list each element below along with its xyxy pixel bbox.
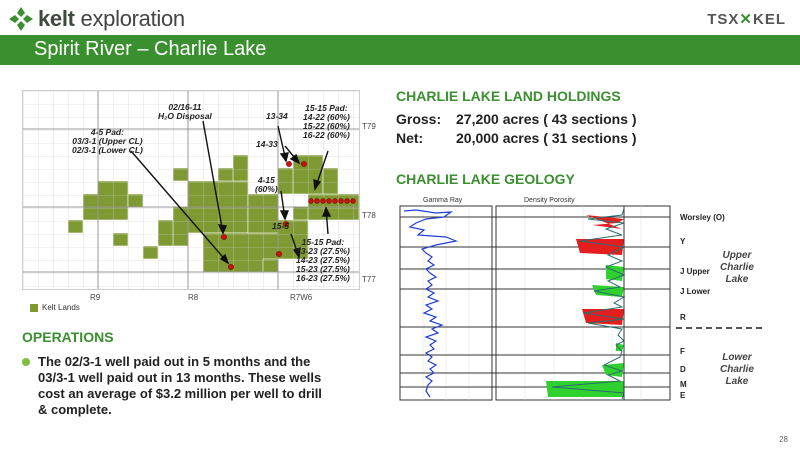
well-locations bbox=[221, 161, 356, 270]
ticker-text: KEL bbox=[753, 11, 786, 28]
lower-charlie-lake-label: Lower Charlie Lake bbox=[720, 352, 754, 387]
bullet-dot bbox=[22, 358, 30, 366]
gamma-ray-curve bbox=[403, 209, 459, 398]
gamma-ray-label: Gamma Ray bbox=[423, 197, 463, 204]
township-label-t77: T77 bbox=[362, 275, 376, 284]
page-title: Spirit River – Charlie Lake bbox=[34, 38, 267, 60]
label-15-15-pad-north: 15-15 Pad: 14-22 (60%) 15-22 (60%) 16-22 (6… bbox=[303, 103, 350, 140]
range-label-r8: R8 bbox=[188, 293, 199, 302]
label-4-5-pad: 4-5 Pad: 03/3-1 (Upper CL) 02/3-1 (Lower C… bbox=[72, 127, 143, 155]
map-legend: Kelt Lands bbox=[30, 303, 80, 312]
group-divider bbox=[676, 327, 762, 329]
zone-d: D bbox=[680, 365, 686, 374]
exchange-text: TSX bbox=[707, 11, 740, 28]
zone-r: R bbox=[680, 313, 686, 322]
logo-bold-text: kelt bbox=[38, 6, 75, 31]
legend-swatch bbox=[30, 303, 38, 312]
exchange-ticker: TSX✕KEL bbox=[707, 11, 786, 28]
gross-label: Gross: bbox=[396, 111, 442, 127]
zone-worsley: Worsley (O) bbox=[680, 213, 725, 222]
township-label-t78: T78 bbox=[362, 211, 376, 220]
holdings-title: CHARLIE LAKE LAND HOLDINGS bbox=[396, 88, 621, 104]
label-13-34: 13-34 bbox=[266, 111, 288, 121]
zone-j-lower: J Lower bbox=[680, 287, 711, 296]
density-porosity-label: Density Porosity bbox=[524, 197, 575, 204]
logo-rest-text: exploration bbox=[74, 6, 186, 31]
land-map-grid bbox=[23, 91, 359, 289]
label-disposal: 02/16-11 H₂O Disposal bbox=[158, 102, 212, 121]
township-label-t79: T79 bbox=[362, 122, 376, 131]
geology-log bbox=[399, 205, 671, 401]
label-15-5: 15-5 bbox=[272, 221, 290, 231]
zone-f: F bbox=[680, 347, 685, 356]
label-15-15-pad-south: 15-15 Pad: 13-23 (27.5%) 14-23 (27.5%) 15-2… bbox=[296, 237, 350, 283]
land-map bbox=[22, 90, 360, 290]
zone-y: Y bbox=[680, 237, 686, 246]
title-bar: Spirit River – Charlie Lake bbox=[0, 35, 800, 65]
zone-e: E bbox=[680, 391, 686, 400]
net-value: 20,000 acres ( 31 sections ) bbox=[456, 130, 637, 146]
range-label-r7w6: R7W6 bbox=[290, 293, 313, 302]
label-4-15: 4-15 (60%) bbox=[255, 175, 278, 194]
operations-title: OPERATIONS bbox=[22, 329, 114, 345]
net-row: Net: 20,000 acres ( 31 sections ) bbox=[396, 130, 637, 146]
range-label-r9: R9 bbox=[90, 293, 101, 302]
kelt-leaf-icon bbox=[9, 7, 33, 31]
net-label: Net: bbox=[396, 130, 424, 146]
density-curve bbox=[551, 208, 626, 400]
zone-j-upper: J Upper bbox=[680, 267, 710, 276]
township-lines bbox=[23, 91, 359, 289]
callout-arrows bbox=[130, 120, 332, 265]
upper-charlie-lake-label: Upper Charlie Lake bbox=[720, 250, 754, 285]
label-14-33: 14-33 bbox=[256, 139, 278, 149]
page-number: 28 bbox=[779, 435, 788, 444]
operations-bullet: The 02/3-1 well paid out in 5 months and… bbox=[38, 354, 322, 417]
gross-value: 27,200 acres ( 43 sections ) bbox=[456, 111, 637, 127]
zone-m: M bbox=[680, 380, 687, 389]
gross-row: Gross: 27,200 acres ( 43 sections ) bbox=[396, 111, 637, 127]
kelt-logo: kelt exploration bbox=[8, 4, 185, 34]
legend-label: Kelt Lands bbox=[42, 303, 80, 312]
geology-title: CHARLIE LAKE GEOLOGY bbox=[396, 171, 575, 187]
